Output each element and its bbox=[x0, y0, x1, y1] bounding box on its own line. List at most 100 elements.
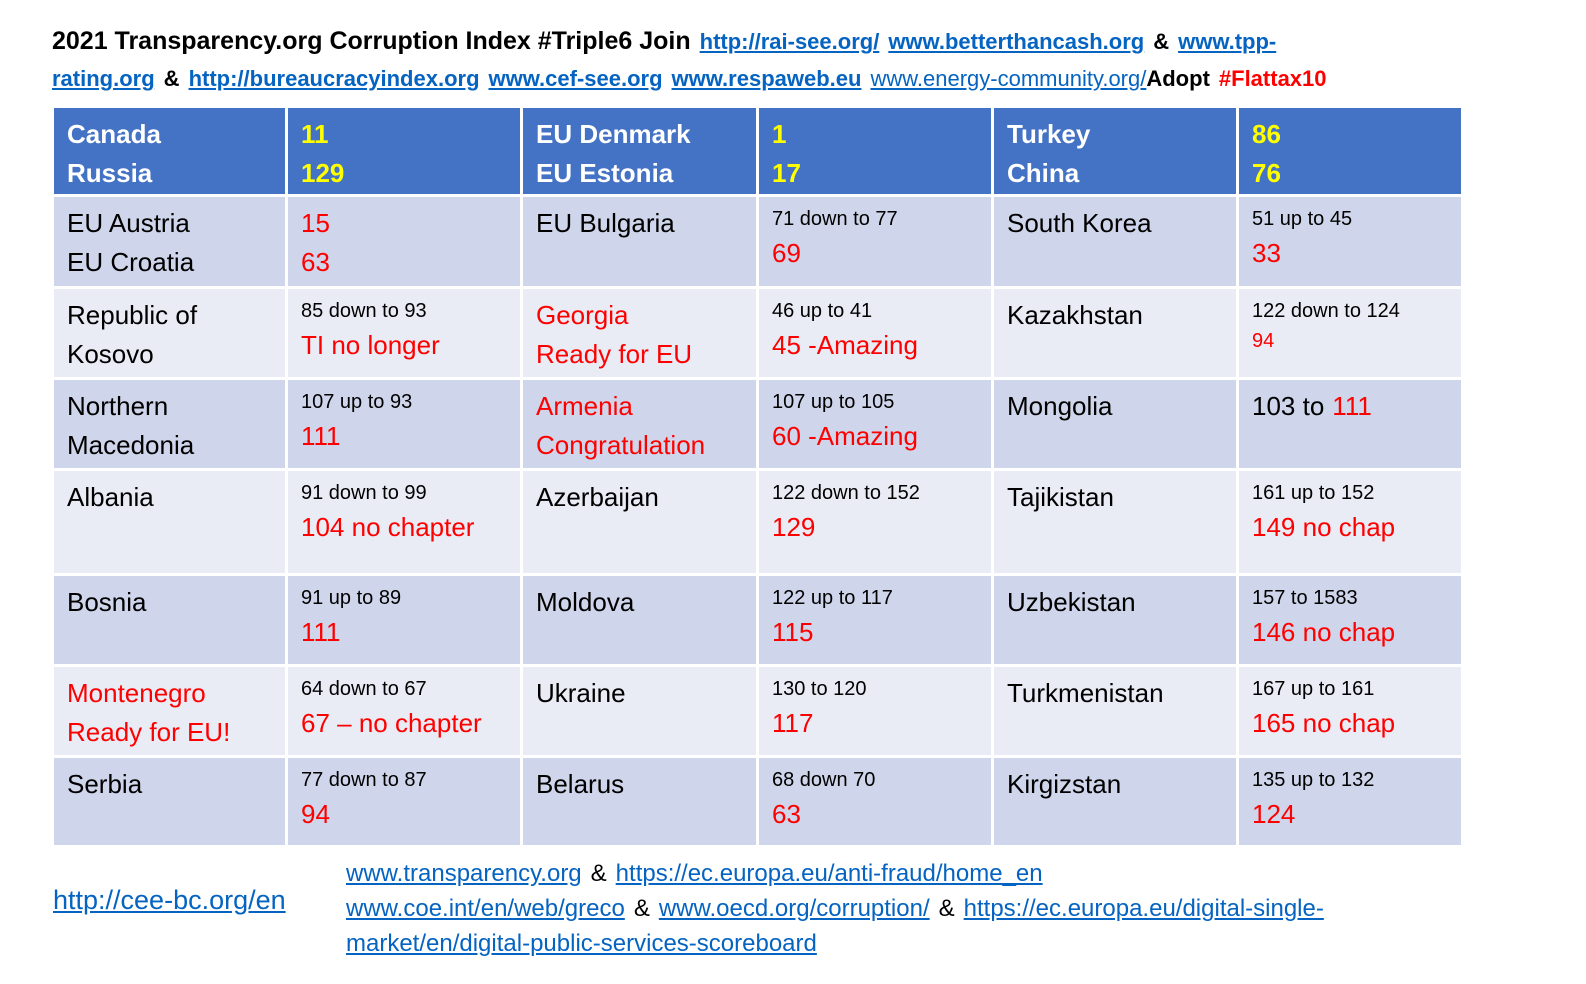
cell-text: Kosovo bbox=[67, 339, 154, 369]
cell-text: 33 bbox=[1252, 238, 1281, 268]
cell-text: 77 down to 87 bbox=[301, 769, 427, 791]
cell-text: Bosnia bbox=[67, 587, 147, 617]
cell-text: Mongolia bbox=[1007, 391, 1113, 421]
cell-text: Tajikistan bbox=[1007, 482, 1114, 512]
cell-text: Georgia bbox=[536, 300, 629, 330]
cell-text: 161 up to 152 bbox=[1252, 482, 1375, 504]
cell: Bosnia bbox=[54, 576, 285, 664]
cell-text: China bbox=[1007, 158, 1080, 188]
cell-text: Ukraine bbox=[536, 678, 626, 708]
cell-text: 129 bbox=[772, 512, 816, 542]
link[interactable]: www.transparency.org bbox=[346, 860, 582, 887]
cell-text: EU Croatia bbox=[67, 247, 195, 277]
footer-link[interactable]: http://cee-bc.org/en bbox=[53, 885, 286, 915]
cell-text: Ready for EU! bbox=[67, 717, 231, 747]
cell: 77 down to 87 94 bbox=[288, 758, 520, 845]
cell-text: 64 down to 67 bbox=[301, 678, 427, 700]
header-cell: Canada Russia bbox=[54, 108, 285, 194]
footer-links: www.transparency.org & https://ec.europa.e… bbox=[346, 856, 1333, 961]
cell: 15 63 bbox=[288, 197, 520, 286]
link[interactable]: www.betterthancash.org bbox=[888, 29, 1145, 54]
cell-text: EU Bulgaria bbox=[536, 208, 675, 238]
cell: 122 down to 152 129 bbox=[759, 471, 991, 573]
link[interactable]: https://ec.europa.eu/anti-fraud/home_en bbox=[615, 860, 1043, 887]
cell-text: Uzbekistan bbox=[1007, 587, 1136, 617]
link[interactable]: market/en/digital-public-services-scoreb… bbox=[346, 930, 817, 957]
cell-line: 103 to 111 bbox=[1252, 387, 1461, 426]
text-line: market/en/digital-public-services-scoreb… bbox=[346, 926, 1333, 961]
cell: Mongolia bbox=[994, 380, 1236, 468]
cell-text: 17 bbox=[772, 158, 801, 188]
link[interactable]: www.coe.int/en/web/greco bbox=[346, 895, 625, 922]
text: & bbox=[590, 860, 607, 887]
cell-text: 104 no chapter bbox=[301, 512, 475, 542]
header-cell: EU Denmark EU Estonia bbox=[523, 108, 756, 194]
cell: South Korea bbox=[994, 197, 1236, 286]
header-cell: 11 129 bbox=[288, 108, 520, 194]
cell-text: Macedonia bbox=[67, 430, 195, 460]
cell-text: South Korea bbox=[1007, 208, 1152, 238]
cell: Serbia bbox=[54, 758, 285, 845]
text-line: rating.org & http://bureaucracyindex.org ww… bbox=[52, 60, 1562, 98]
cell: 68 down 70 63 bbox=[759, 758, 991, 845]
cell-text: 94 bbox=[301, 799, 330, 829]
cell: 71 down to 77 69 bbox=[759, 197, 991, 286]
cell-text: 111 bbox=[301, 421, 341, 451]
cell-text: 94 bbox=[1252, 330, 1275, 352]
cell-text: 68 down 70 bbox=[772, 769, 876, 791]
cell-text: 146 no chap bbox=[1252, 617, 1396, 647]
cell: Albania bbox=[54, 471, 285, 573]
link[interactable]: www.oecd.org/corruption/ bbox=[658, 895, 930, 922]
cell-text: 111 bbox=[301, 617, 341, 647]
cell: Republic of Kosovo bbox=[54, 289, 285, 377]
cell-text: 122 up to 117 bbox=[772, 587, 893, 609]
cell: 167 up to 161 165 no chap bbox=[1239, 667, 1461, 755]
cell-text: 165 no chap bbox=[1252, 708, 1396, 738]
cell-text: 60 -Amazing bbox=[772, 421, 918, 451]
cell-text: Moldova bbox=[536, 587, 635, 617]
cell: 161 up to 152 149 no chap bbox=[1239, 471, 1461, 573]
cell-text: 11 bbox=[301, 119, 329, 149]
cell-text: Turkey bbox=[1007, 119, 1091, 149]
cell: 135 up to 132 124 bbox=[1239, 758, 1461, 845]
link[interactable]: https://ec.europa.eu/digital-single- bbox=[963, 895, 1324, 922]
link[interactable]: www.cef-see.org bbox=[488, 66, 663, 91]
cell-text: 91 up to 89 bbox=[301, 587, 402, 609]
link[interactable]: http://rai-see.org/ bbox=[699, 29, 880, 54]
text: & bbox=[938, 895, 955, 922]
text: & bbox=[633, 895, 650, 922]
cell-text: TI no longer bbox=[301, 330, 440, 360]
cell: 130 to 120 117 bbox=[759, 667, 991, 755]
cell-text: 111 bbox=[1332, 391, 1372, 421]
cell-text: EU Austria bbox=[67, 208, 190, 238]
link[interactable]: www.tpp- bbox=[1178, 29, 1277, 54]
cell-text: Republic of bbox=[67, 300, 198, 330]
cell-text: 124 bbox=[1252, 799, 1296, 829]
cell-text: EU Denmark bbox=[536, 119, 691, 149]
cell-text: Turkmenistan bbox=[1007, 678, 1164, 708]
link[interactable]: http://bureaucracyindex.org bbox=[188, 66, 480, 91]
cell: Turkmenistan bbox=[994, 667, 1236, 755]
cell-text: 103 to bbox=[1252, 391, 1325, 421]
text-line: 2021 Transparency.org Corruption Index #… bbox=[52, 22, 1562, 60]
cell-text: 15 bbox=[301, 208, 330, 238]
cell: Northern Macedonia bbox=[54, 380, 285, 468]
cell-text: 86 bbox=[1252, 119, 1281, 149]
link[interactable]: www.respaweb.eu bbox=[671, 66, 862, 91]
cell: 51 up to 45 33 bbox=[1239, 197, 1461, 286]
cell: 103 to 111 bbox=[1239, 380, 1461, 468]
cell: Azerbaijan bbox=[523, 471, 756, 573]
cell: 122 down to 124 94 bbox=[1239, 289, 1461, 377]
cell-text: Albania bbox=[67, 482, 154, 512]
cell: Georgia Ready for EU bbox=[523, 289, 756, 377]
cell-text: 129 bbox=[301, 158, 345, 188]
text-line: www.transparency.org & https://ec.europa.e… bbox=[346, 856, 1333, 891]
cell: Tajikistan bbox=[994, 471, 1236, 573]
link[interactable]: rating.org bbox=[52, 66, 155, 91]
cell-text: 63 bbox=[301, 247, 330, 277]
cell-text: Ready for EU bbox=[536, 339, 693, 369]
header-cell: 86 76 bbox=[1239, 108, 1461, 194]
cell: 122 up to 117 115 bbox=[759, 576, 991, 664]
cell: 91 down to 99 104 no chapter bbox=[288, 471, 520, 573]
link[interactable]: www.energy-community.org/ bbox=[870, 66, 1147, 91]
